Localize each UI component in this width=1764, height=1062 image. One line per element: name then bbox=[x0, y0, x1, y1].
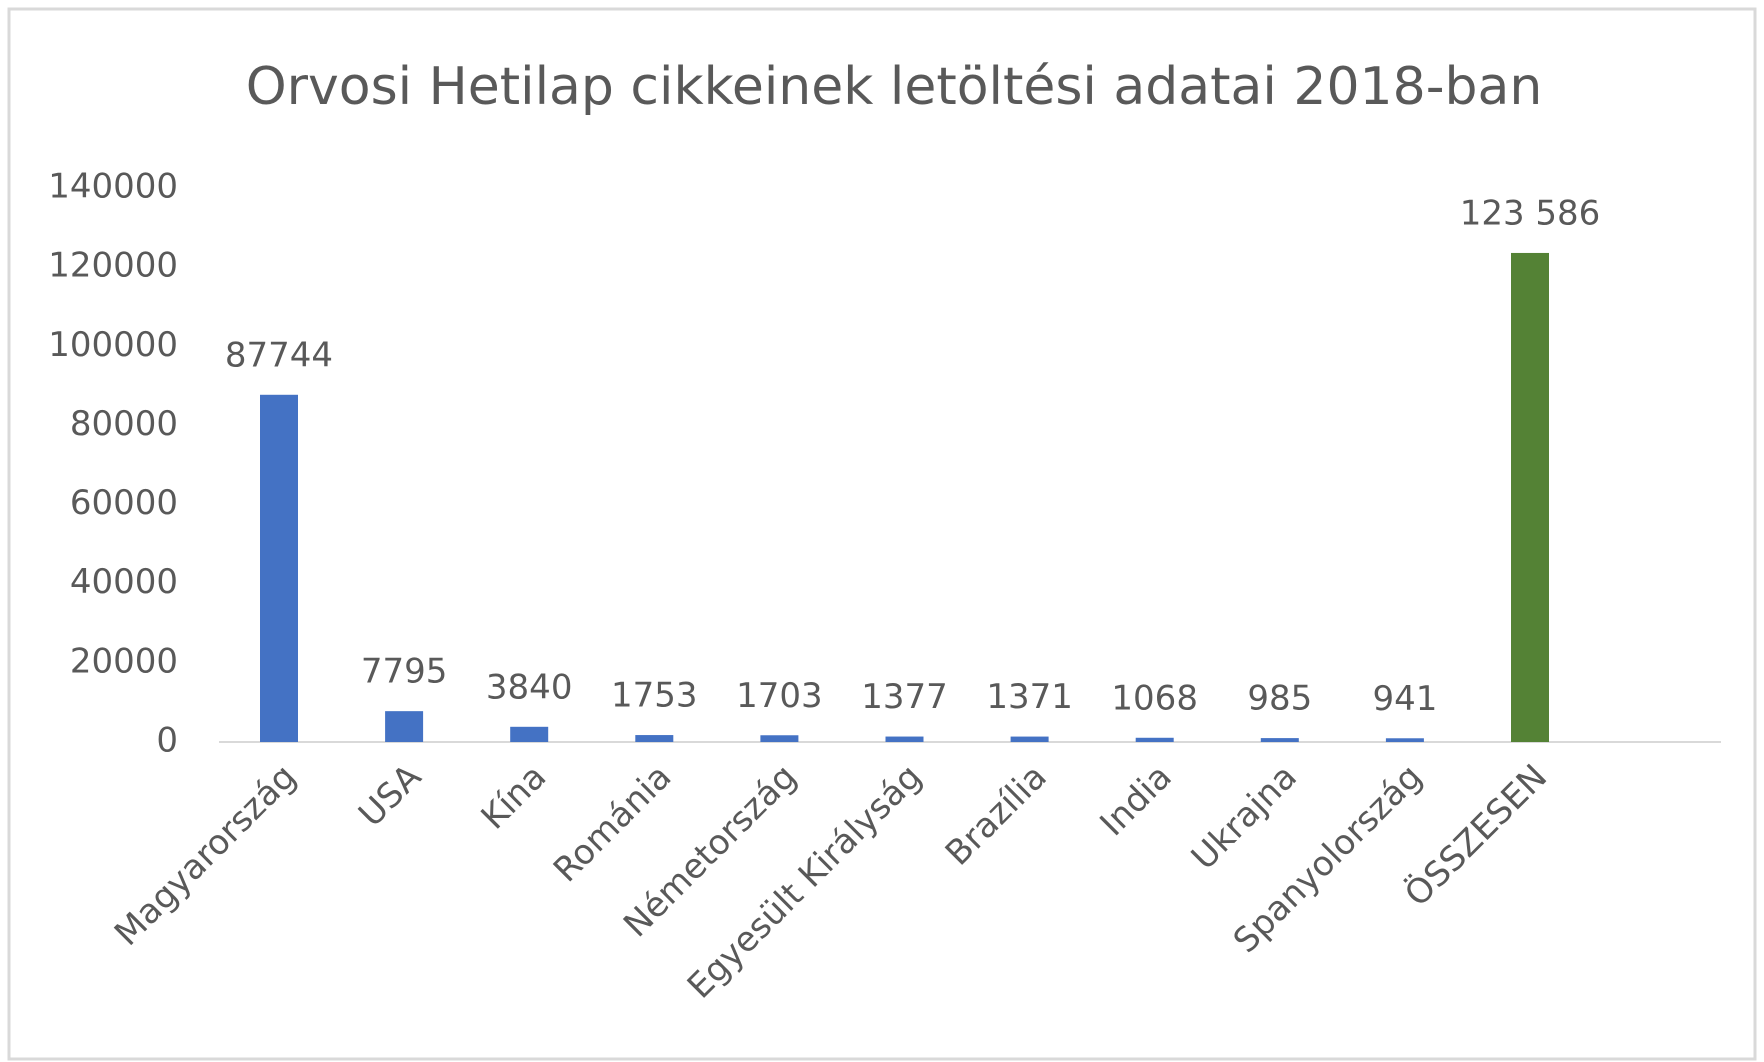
data-label: 985 bbox=[1247, 679, 1312, 719]
data-label: 3840 bbox=[486, 667, 573, 707]
data-label: 123 586 bbox=[1460, 193, 1601, 233]
y-tick-label: 60000 bbox=[70, 483, 178, 523]
data-label: 1068 bbox=[1111, 678, 1198, 718]
bar bbox=[260, 394, 298, 742]
data-label: 87744 bbox=[225, 335, 333, 375]
bar bbox=[760, 735, 799, 742]
y-tick-label: 140000 bbox=[48, 167, 178, 207]
chart-border bbox=[7, 7, 1757, 1061]
data-label: 1377 bbox=[861, 677, 948, 717]
y-tick-label: 0 bbox=[156, 721, 178, 761]
y-tick-label: 100000 bbox=[48, 325, 178, 365]
bar bbox=[1135, 737, 1174, 742]
data-label: 1753 bbox=[611, 676, 698, 716]
bar bbox=[1260, 738, 1299, 742]
data-label: 1371 bbox=[986, 677, 1073, 717]
bar bbox=[885, 736, 924, 742]
data-label: 1703 bbox=[736, 676, 823, 716]
y-tick-label: 20000 bbox=[70, 641, 178, 681]
y-tick-label: 120000 bbox=[48, 246, 178, 286]
bar bbox=[1511, 252, 1549, 742]
bar bbox=[385, 711, 424, 742]
bar bbox=[510, 726, 549, 742]
y-tick-label: 40000 bbox=[70, 562, 178, 602]
data-label: 7795 bbox=[361, 652, 448, 692]
bar bbox=[1010, 736, 1049, 742]
data-label: 941 bbox=[1372, 679, 1437, 719]
chart-title: Orvosi Hetilap cikkeinek letöltési adata… bbox=[246, 57, 1543, 117]
bar bbox=[635, 735, 674, 742]
bar bbox=[1385, 738, 1424, 742]
y-tick-label: 80000 bbox=[70, 404, 178, 444]
